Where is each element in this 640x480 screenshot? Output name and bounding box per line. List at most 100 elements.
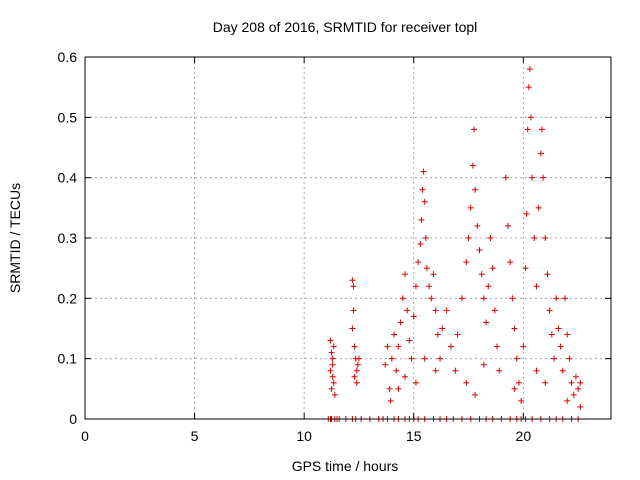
data-point <box>480 361 487 368</box>
data-point <box>522 265 529 272</box>
y-tick-label: 0.3 <box>58 230 78 246</box>
y-axis-label: SRMTID / TECUs <box>7 183 23 293</box>
data-point <box>395 343 402 350</box>
data-point <box>575 385 582 392</box>
data-point <box>496 367 503 374</box>
data-point <box>412 283 419 290</box>
data-point <box>329 373 336 380</box>
data-point <box>511 325 518 332</box>
data-point <box>472 391 479 398</box>
data-point <box>401 271 408 278</box>
data-point <box>328 385 335 392</box>
data-point <box>515 379 522 386</box>
data-point <box>421 355 428 362</box>
y-tick-label: 0 <box>69 411 77 427</box>
data-point <box>568 379 575 386</box>
data-point <box>353 367 360 374</box>
data-point <box>531 235 538 241</box>
data-point <box>355 355 362 362</box>
data-point <box>415 259 422 266</box>
data-point <box>487 235 494 241</box>
data-point <box>559 367 566 374</box>
data-points <box>325 66 584 422</box>
data-point <box>542 235 549 241</box>
data-point <box>395 385 402 392</box>
data-point <box>551 355 558 362</box>
data-point <box>387 397 394 404</box>
data-point <box>331 391 338 398</box>
data-point <box>439 325 446 332</box>
data-point <box>384 343 391 350</box>
data-point <box>564 397 571 404</box>
data-point <box>463 259 470 266</box>
data-point <box>553 295 560 302</box>
data-point <box>540 174 547 181</box>
data-point <box>417 241 424 248</box>
data-point <box>555 325 562 332</box>
data-point <box>401 373 408 380</box>
data-point <box>418 216 425 223</box>
data-point <box>349 277 356 284</box>
data-point <box>570 391 577 398</box>
data-point <box>509 295 516 302</box>
data-point <box>504 222 511 229</box>
data-point <box>448 343 455 350</box>
x-tick-label: 15 <box>406 428 422 444</box>
data-point <box>537 150 544 157</box>
data-point <box>410 313 417 320</box>
data-point <box>546 307 553 314</box>
data-point <box>399 295 406 302</box>
data-point <box>557 343 564 350</box>
data-point <box>454 331 461 338</box>
data-point <box>577 379 584 386</box>
data-point <box>430 271 437 278</box>
data-point <box>393 367 400 374</box>
data-point <box>351 343 358 350</box>
data-point <box>480 295 487 302</box>
data-point <box>419 186 426 193</box>
data-point <box>329 361 336 368</box>
data-point <box>349 325 356 332</box>
data-point <box>469 162 476 169</box>
data-point <box>465 235 472 241</box>
grid-lines <box>85 57 611 419</box>
data-point <box>483 319 490 326</box>
data-point <box>474 222 481 229</box>
data-point <box>561 295 568 302</box>
data-point <box>351 373 358 380</box>
data-point <box>472 186 479 193</box>
data-point <box>491 307 498 314</box>
data-point <box>520 343 527 350</box>
data-point <box>458 295 465 302</box>
data-point <box>526 66 533 73</box>
data-point <box>328 349 335 356</box>
data-point <box>463 379 470 386</box>
data-point <box>471 126 478 133</box>
data-point <box>423 265 430 272</box>
y-tick-label: 0.2 <box>58 290 78 306</box>
data-point <box>544 271 551 278</box>
data-point <box>542 379 549 386</box>
x-tick-label: 10 <box>296 428 312 444</box>
data-point <box>485 283 492 290</box>
data-point <box>533 283 540 290</box>
data-point <box>437 355 444 362</box>
data-point <box>421 198 428 205</box>
data-point <box>391 331 398 338</box>
data-point <box>566 355 573 362</box>
data-point <box>529 174 536 181</box>
axis-ticks: 0 5 10 15 20 0 0.1 0.2 0.3 0.4 0.5 0.6 <box>58 49 611 444</box>
data-point <box>350 283 357 290</box>
data-point <box>577 403 584 410</box>
data-point <box>432 367 439 374</box>
data-point <box>507 259 514 266</box>
chart-title: Day 208 of 2016, SRMTID for receiver top… <box>213 19 478 35</box>
data-point <box>564 331 571 338</box>
data-point <box>524 126 531 133</box>
data-point <box>533 367 540 374</box>
data-point <box>452 367 459 374</box>
data-point <box>327 337 334 344</box>
x-tick-label: 5 <box>191 428 199 444</box>
data-point <box>404 307 411 314</box>
